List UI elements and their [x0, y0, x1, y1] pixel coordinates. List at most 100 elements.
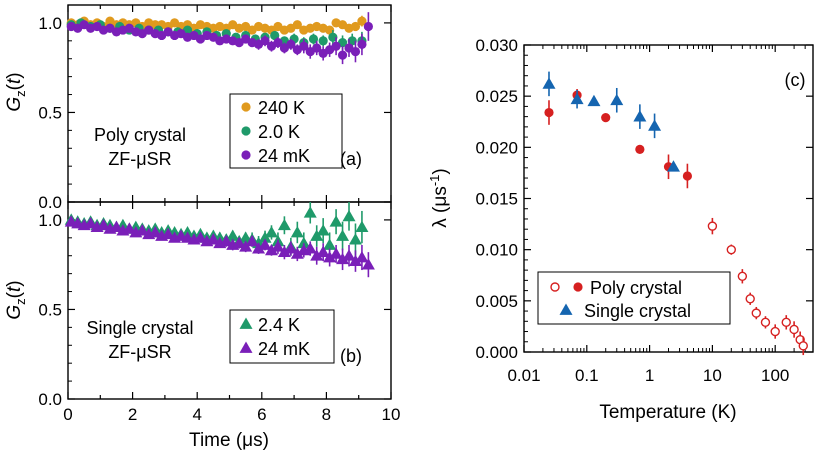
panel-a-legend-marker-240-k: [241, 102, 251, 112]
panel-c-legend: Poly crystal Single crystal: [550, 278, 691, 321]
panel-b-xtick-label: 10: [382, 405, 401, 424]
panel-c-point: [707, 221, 718, 231]
panel-c-point: [781, 317, 791, 328]
panel-b-legend-label-2-4-k: 2.4 K: [258, 315, 300, 335]
panel-b-point: [258, 231, 272, 243]
panel-b-point: [329, 215, 343, 227]
panel-a-point: [350, 46, 361, 57]
panel-c-point: [648, 119, 662, 131]
panel-a-legend-marker-2-0-k: [241, 126, 251, 136]
panel-c-marks: [542, 71, 808, 356]
panel-c-point: [635, 144, 645, 154]
panel-c-legend-box: [537, 271, 731, 325]
panel-b-legend: 2.4 K 24 mK: [239, 315, 310, 359]
panel-a-ylabel: Gz(t): [4, 72, 28, 111]
panel-a-legend: 240 K 2.0 K 24 mK: [241, 98, 310, 166]
panel-c-xtick-label: 0.01: [507, 366, 540, 385]
panel-b-point: [84, 216, 98, 229]
panel-b-legend-label-24-mk: 24 mK: [258, 339, 310, 359]
panel-b-ylabel: Gz(t): [4, 280, 28, 319]
panel-a-point: [286, 39, 296, 50]
panel-b-point: [355, 251, 369, 263]
panel-c-ytick-label: 0.000: [475, 343, 518, 362]
panel-a: Gz(t) 0.0 0.5 1.0 240 K 2.0 K 24 mK Poly cry…: [4, 4, 392, 212]
panel-c-xtick-label: 10: [703, 366, 722, 385]
panel-a-annotation-line-1: Poly crystal: [94, 125, 186, 145]
panel-b-series-24-mk: [64, 215, 375, 278]
panel-b-annotation-line-1: Single crystal: [86, 318, 193, 338]
panel-c-legend-marker-open-circle: [550, 282, 560, 292]
panel-b-point: [290, 247, 304, 259]
panel-b-annotation-line-2: ZF-μSR: [108, 342, 171, 362]
panel-b-point: [232, 236, 246, 249]
panel-b-point: [355, 220, 369, 232]
panel-c-point: [570, 92, 584, 105]
panel-b-xticks: 0 2 4 6 8 10: [63, 202, 400, 424]
panel-a-marks: [66, 12, 373, 65]
panel-a-point: [325, 25, 335, 35]
panel-c-point: [633, 110, 647, 122]
panel-b-point: [336, 252, 350, 265]
panel-b-point: [277, 218, 291, 231]
panel-a-legend-marker-24-mk: [241, 150, 251, 160]
panel-b-point: [303, 206, 317, 218]
panel-b-point: [348, 254, 362, 266]
panel-a-point: [350, 21, 361, 32]
panel-c-point: [737, 271, 748, 281]
panel-c: λ (μs-1) 0.0000.0050.0100.0150.0200.0250…: [427, 36, 814, 423]
panel-c-point: [760, 317, 771, 328]
panel-b-marks: [64, 202, 375, 278]
panel-c-ytick-label: 0.025: [475, 87, 518, 106]
panel-c-point: [726, 244, 736, 255]
panel-a-point: [318, 36, 328, 46]
panel-a-series-24-mk: [66, 12, 373, 65]
panel-c-legend-label-poly-crystal: Poly crystal: [590, 278, 682, 298]
panel-b-point: [109, 220, 123, 232]
panel-a-ytick-label: 1.0: [38, 14, 62, 33]
panel-b-ytick-label: 1.0: [38, 211, 62, 230]
panel-b-xtick-label: 6: [257, 405, 266, 424]
panel-a-point: [312, 43, 322, 53]
panel-a-point: [328, 32, 338, 42]
panel-a-legend-label-2-0-k: 2.0 K: [258, 122, 300, 142]
panel-b-point: [342, 209, 356, 222]
panel-c-point: [666, 160, 680, 172]
panel-c-series-single-crystal: [542, 71, 680, 172]
panel-b-point: [323, 251, 337, 263]
panel-a-point: [270, 30, 280, 41]
panel-c-ytick-label: 0.030: [475, 36, 518, 55]
panel-c-xticks: 0.01 0.1 1 10 100: [507, 45, 814, 385]
panel-a-annotation-line-2: ZF-μSR: [108, 149, 171, 169]
panel-c-ylabel: λ (μs-1): [427, 168, 451, 227]
panel-b-point: [297, 236, 311, 249]
panel-a-point: [331, 41, 341, 51]
panel-c-ytick-label: 0.010: [475, 241, 518, 260]
panel-c-point: [542, 77, 556, 89]
panel-c-point: [789, 324, 799, 335]
panel-a-legend-label-24-mk: 24 mK: [258, 146, 310, 166]
panel-c-ytick-label: 0.005: [475, 292, 518, 311]
panel-b-point: [336, 229, 350, 241]
panel-b-point: [226, 229, 240, 241]
panel-b-point: [303, 242, 317, 254]
panel-b-xtick-label: 0: [63, 405, 72, 424]
panel-a-point: [260, 36, 270, 46]
panel-b-legend-marker-2-4-k: [239, 317, 253, 329]
panel-c-xtick-label: 1: [645, 366, 654, 385]
panel-a-legend-label-240-k: 240 K: [258, 98, 305, 118]
panel-b-point: [239, 240, 253, 252]
panel-b-legend-marker-24-mk: [239, 341, 253, 353]
panel-b-point: [310, 249, 324, 261]
panel-c-point: [610, 93, 624, 106]
panel-b-point: [284, 242, 298, 254]
panel-c-legend-marker-triangle: [559, 303, 573, 315]
panel-b-point: [310, 229, 324, 241]
panel-b-point: [323, 238, 337, 250]
panel-c-legend-marker-filled-circle: [573, 282, 583, 292]
panel-b-point: [135, 224, 149, 236]
panel-c-xtick-label: 0.1: [575, 366, 599, 385]
panel-a-point: [357, 39, 367, 50]
panel-b-point: [316, 245, 330, 258]
panel-c-point: [682, 171, 693, 181]
